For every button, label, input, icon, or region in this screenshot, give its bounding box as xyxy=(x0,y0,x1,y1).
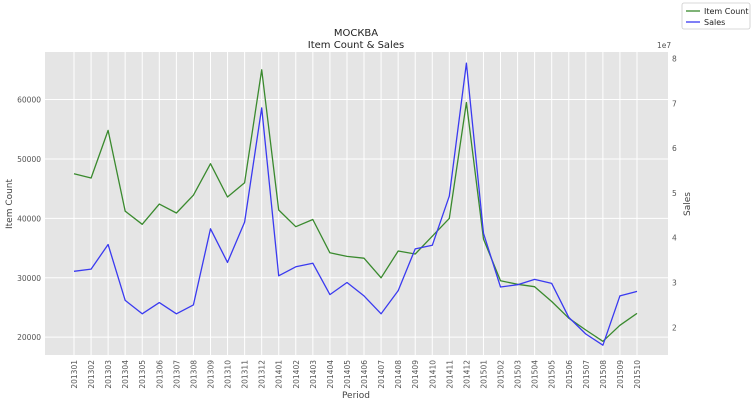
plot-background xyxy=(45,52,668,355)
x-tick-label: 201508 xyxy=(599,360,608,389)
x-axis-ticks: 201301 201302 201303 201304 201305 201306 2013… xyxy=(70,360,642,389)
x-tick-label: 201403 xyxy=(309,360,318,389)
x-tick-label: 201507 xyxy=(582,360,591,389)
x-tick-label: 201309 xyxy=(206,360,215,389)
right-tick-label: 6 xyxy=(672,144,677,153)
x-tick-label: 201408 xyxy=(394,360,403,389)
right-axis-exponent: 1e7 xyxy=(657,41,671,50)
x-tick-label: 201410 xyxy=(428,360,437,389)
x-tick-label: 201411 xyxy=(445,360,454,389)
left-tick-label: 30000 xyxy=(17,274,41,283)
x-axis-title: Period xyxy=(342,391,370,401)
x-tick-label: 201412 xyxy=(462,360,471,389)
x-tick-label: 201305 xyxy=(138,360,147,389)
chart-subtitle: Item Count & Sales xyxy=(308,40,404,51)
x-tick-label: 201506 xyxy=(565,360,574,389)
x-tick-label: 201307 xyxy=(172,360,181,389)
x-tick-label: 201301 xyxy=(70,360,79,389)
right-tick-label: 8 xyxy=(672,55,677,64)
right-axis-ticks: 2 3 4 5 6 7 8 xyxy=(672,55,677,333)
x-tick-label: 201302 xyxy=(87,360,96,389)
x-tick-label: 201505 xyxy=(548,360,557,389)
x-tick-label: 201308 xyxy=(189,360,198,389)
x-tick-label: 201504 xyxy=(531,360,540,389)
x-tick-label: 201306 xyxy=(155,360,164,389)
x-tick-label: 201503 xyxy=(514,360,523,389)
left-axis-title: Item Count xyxy=(5,178,15,229)
right-tick-label: 5 xyxy=(672,189,677,198)
x-tick-label: 201404 xyxy=(326,360,335,389)
right-tick-label: 7 xyxy=(672,99,677,108)
right-tick-label: 2 xyxy=(672,323,677,332)
chart-title: МОСКВА xyxy=(334,28,378,39)
left-tick-label: 60000 xyxy=(17,96,41,105)
legend-label-item-count: Item Count xyxy=(704,7,749,16)
left-tick-label: 40000 xyxy=(17,214,41,223)
legend-label-sales: Sales xyxy=(704,18,725,27)
left-tick-label: 50000 xyxy=(17,155,41,164)
legend: Item Count Sales xyxy=(681,2,751,30)
x-tick-label: 201502 xyxy=(497,360,506,389)
x-tick-label: 201509 xyxy=(616,360,625,389)
left-tick-label: 20000 xyxy=(17,333,41,342)
x-tick-label: 201402 xyxy=(292,360,301,389)
right-tick-label: 3 xyxy=(672,278,677,287)
grid xyxy=(45,52,668,355)
left-axis-ticks: 20000 30000 40000 50000 60000 xyxy=(17,96,41,343)
x-tick-label: 201310 xyxy=(224,360,233,389)
x-tick-label: 201510 xyxy=(633,360,642,389)
series-line-item-count xyxy=(73,69,638,342)
x-tick-label: 201405 xyxy=(343,360,352,389)
x-tick-label: 201406 xyxy=(360,360,369,389)
series-layer xyxy=(73,62,638,346)
right-tick-label: 4 xyxy=(672,234,677,243)
x-tick-label: 201407 xyxy=(377,360,386,389)
series-line-sales xyxy=(73,62,638,346)
x-tick-label: 201401 xyxy=(275,360,284,389)
right-axis-title: Sales xyxy=(683,192,693,216)
x-tick-label: 201501 xyxy=(479,360,488,389)
x-tick-label: 201311 xyxy=(241,360,250,389)
x-tick-label: 201409 xyxy=(411,360,420,389)
x-tick-label: 201303 xyxy=(104,360,113,389)
x-tick-label: 201312 xyxy=(258,360,267,389)
x-tick-label: 201304 xyxy=(121,360,130,389)
